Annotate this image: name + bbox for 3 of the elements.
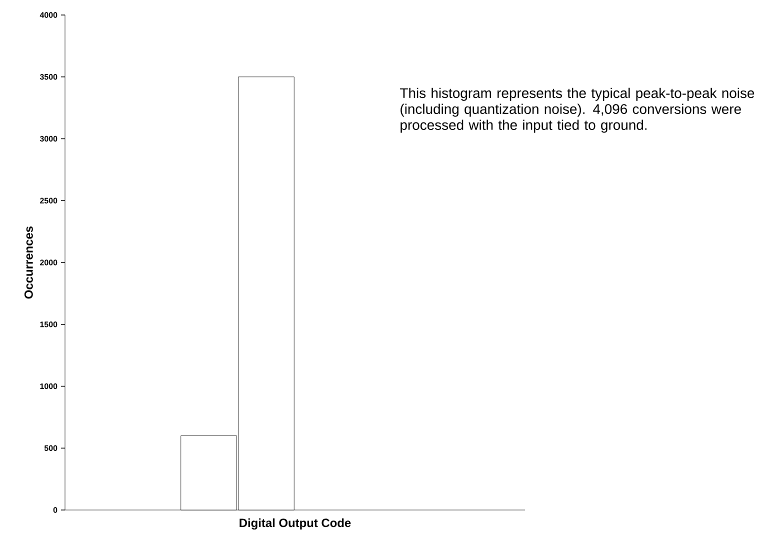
x-axis-title: Digital Output Code [240, 518, 351, 530]
annotation: This histogram represents the typical peak-to-peak noise (including quantization noise). 4,096 conversions were processed with the input tied to ground. [400, 88, 754, 133]
y-axis-title: Occurrences [24, 226, 33, 299]
